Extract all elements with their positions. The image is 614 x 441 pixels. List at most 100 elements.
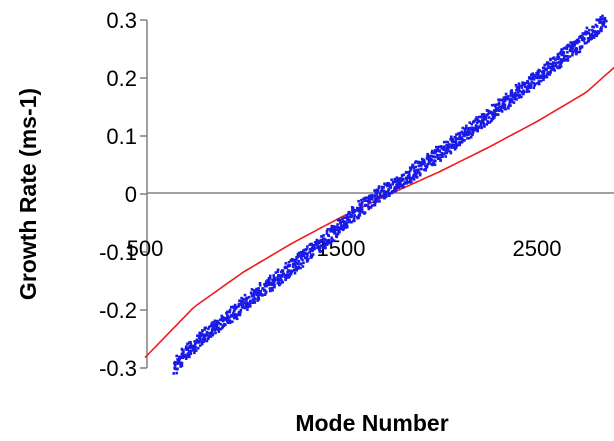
scatter-point (507, 107, 510, 110)
scatter-point (246, 296, 249, 300)
scatter-point (593, 30, 597, 33)
scatter-point (197, 336, 201, 339)
scatter-point (268, 282, 272, 286)
scatter-point (408, 174, 411, 177)
scatter-point (216, 320, 220, 324)
scatter-point (235, 313, 239, 316)
scatter-point (583, 31, 587, 35)
scatter-point (200, 341, 204, 344)
scatter-point (220, 318, 223, 321)
scatter-point (539, 74, 542, 78)
scatter-point (330, 240, 333, 243)
scatter-point (306, 257, 309, 261)
scatter-point (367, 195, 371, 199)
scatter-point (339, 220, 342, 224)
scatter-point (480, 126, 483, 129)
scatter-point (453, 148, 457, 151)
scatter-point (332, 239, 336, 243)
scatter-point (507, 105, 510, 108)
scatter-point (369, 205, 373, 209)
scatter-point (569, 41, 572, 44)
scatter-point (367, 205, 370, 209)
scatter-point (259, 289, 262, 293)
scatter-point (442, 145, 446, 148)
y-axis-ticks: 0.3 0.2 0.1 0 -0.1 -0.2 -0.3 (99, 8, 147, 381)
scatter-point (232, 309, 236, 313)
scatter-point (277, 280, 281, 284)
scatter-point (522, 89, 525, 92)
scatter-point (270, 283, 274, 287)
scatter-point (295, 255, 298, 259)
scatter-point (278, 274, 282, 277)
scatter-point (491, 111, 494, 115)
scatter-point (401, 184, 405, 187)
scatter-point (385, 195, 388, 198)
scatter-point (434, 150, 438, 154)
scatter-point (291, 265, 295, 268)
scatter-point (341, 217, 344, 220)
scatter-point (204, 326, 207, 330)
scatter-point (430, 151, 434, 155)
scatter-point (551, 62, 554, 66)
scatter-point (391, 190, 395, 193)
scatter-point (268, 277, 272, 280)
scatter-point (358, 214, 362, 217)
scatter-point (548, 73, 552, 76)
scatter-point (184, 355, 187, 358)
scatter-point (233, 314, 237, 317)
scatter-point (446, 144, 450, 147)
scatter-point (180, 364, 184, 368)
scatter-point (571, 50, 575, 53)
scatter-point (558, 66, 561, 69)
scatter-point (576, 38, 580, 42)
scatter-point (355, 206, 359, 210)
scatter-point (398, 179, 401, 183)
scatter-point (500, 110, 504, 113)
scatter-point (421, 162, 425, 166)
scatter-point (570, 49, 573, 52)
scatter-point (380, 188, 384, 191)
scatter-point (412, 166, 416, 170)
scatter-point (174, 363, 177, 367)
scatter-point (510, 91, 513, 94)
scatter-point (352, 219, 355, 223)
scatter-point (238, 299, 241, 302)
scatter-point (433, 163, 437, 166)
scatter-point (297, 251, 301, 255)
scatter-point (268, 274, 272, 278)
scatter-point (180, 362, 183, 365)
scatter-point (475, 117, 479, 121)
scatter-point (248, 301, 251, 304)
scatter-point (400, 183, 403, 187)
scatter-point (408, 166, 412, 169)
scatter-point (587, 37, 591, 41)
scatter-point (393, 180, 397, 184)
series-line (144, 66, 614, 359)
scatter-point (500, 98, 503, 102)
scatter-point (472, 128, 476, 131)
scatter-point (411, 165, 414, 169)
scatter-point (526, 89, 529, 92)
scatter-point (335, 235, 338, 239)
scatter-point (395, 186, 398, 189)
scatter-point (295, 266, 299, 269)
scatter-point (523, 85, 527, 89)
scatter-point (487, 110, 490, 113)
scatter-point (528, 86, 532, 89)
scatter-point (279, 282, 282, 285)
scatter-point (195, 338, 199, 342)
scatter-point (471, 130, 475, 134)
scatter-point (330, 224, 334, 228)
scatter-point (345, 214, 349, 217)
scatter-point (455, 144, 459, 147)
scatter-point (229, 320, 232, 324)
scatter-point (367, 198, 371, 202)
scatter-point (517, 87, 521, 91)
scatter-point (542, 73, 545, 77)
scatter-point (568, 55, 572, 58)
scatter-point (189, 340, 192, 344)
scatter-point (318, 248, 321, 251)
scatter-point (414, 169, 418, 172)
scatter-point (288, 272, 292, 276)
scatter-point (261, 287, 265, 291)
